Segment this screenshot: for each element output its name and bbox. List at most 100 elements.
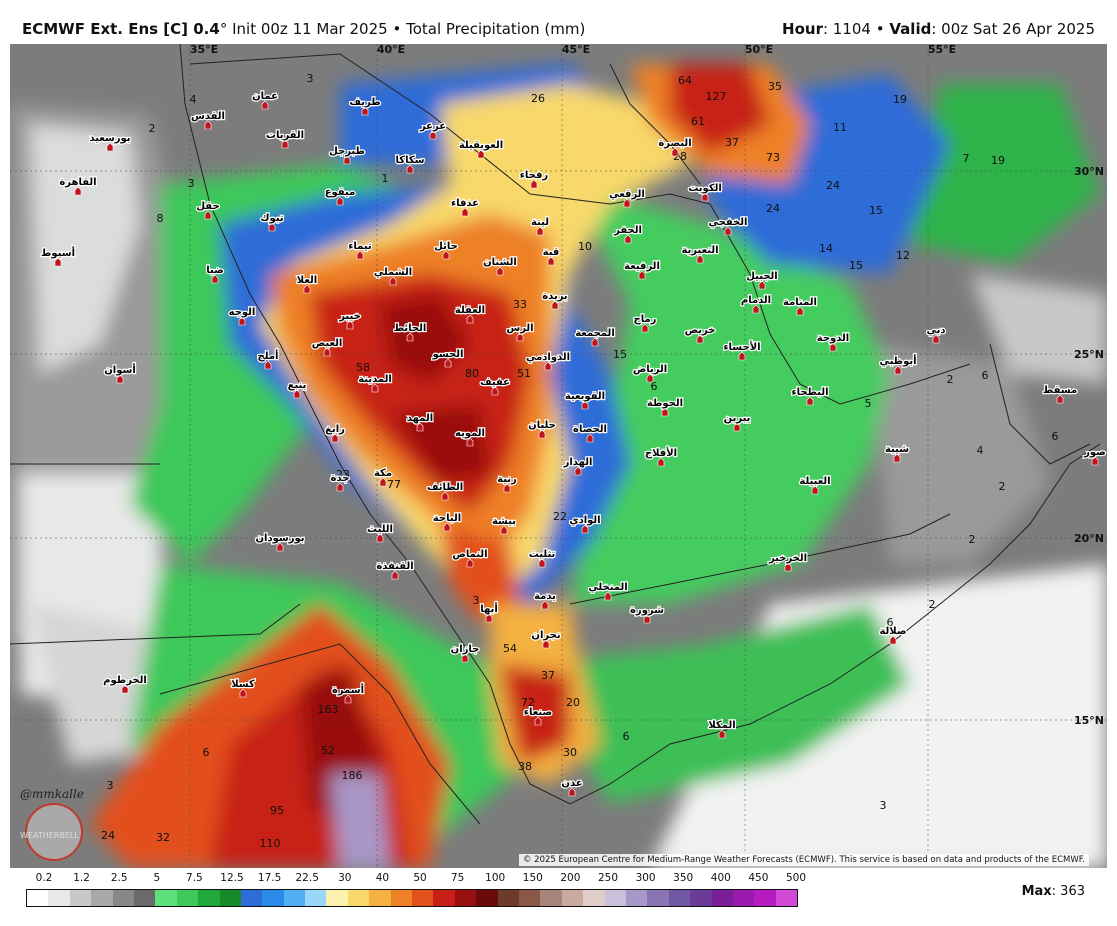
- legend-tick-label: 250: [597, 872, 619, 884]
- house-icon: [491, 386, 499, 396]
- precip-value: 2: [947, 373, 954, 386]
- latitude-label: 25°N: [1074, 348, 1104, 361]
- precip-field: [10, 64, 1107, 868]
- house-icon: [784, 562, 792, 572]
- city-name: بورسودان: [256, 533, 305, 544]
- city-marker: سكاكا: [394, 154, 426, 174]
- city-marker: أبوظبي: [878, 353, 918, 375]
- city-name: رابغ: [325, 424, 345, 435]
- legend-swatch: [412, 890, 434, 906]
- city-name: رنية: [497, 474, 517, 485]
- legend-tick-label: 100: [485, 872, 506, 884]
- city-name: الأحساء: [723, 340, 760, 353]
- house-icon: [466, 558, 474, 568]
- city-name: سكاكا: [396, 155, 425, 166]
- precip-value: 6: [1052, 430, 1059, 443]
- precipitation-map: 35°E 40°E 45°E 50°E 55°E 30°N 25°N 20°N 15°N 3 4…: [10, 44, 1107, 868]
- city-marker: رابغ: [324, 423, 346, 443]
- house-icon: [671, 147, 679, 157]
- city-marker: حليان: [527, 419, 557, 439]
- city-marker: المنخلي: [587, 581, 629, 601]
- city-marker: مكة: [373, 467, 393, 487]
- precip-value: 24: [826, 179, 840, 192]
- city-marker: يبرين: [722, 412, 752, 432]
- city-name: المكلا: [708, 720, 735, 731]
- legend-swatch: [91, 890, 113, 906]
- house-icon: [758, 280, 766, 290]
- city-name: جازان: [451, 644, 480, 655]
- house-icon: [661, 407, 669, 417]
- precip-value: 4: [190, 93, 197, 106]
- field-name: Total Precipitation (mm): [406, 20, 586, 38]
- city-name: صنعاء: [524, 707, 552, 718]
- house-icon: [500, 525, 508, 535]
- city-name: صور: [1083, 447, 1106, 458]
- precip-value: 1: [382, 172, 389, 185]
- longitude-label: 35°E: [190, 44, 218, 56]
- city-name: الرفيعة: [624, 261, 660, 272]
- longitude-label: 45°E: [562, 44, 590, 56]
- precip-value: 26: [531, 92, 545, 105]
- city-marker: شيبة: [884, 443, 910, 463]
- legend-swatch: [133, 890, 156, 906]
- city-name: لينة: [531, 217, 549, 228]
- city-marker: الطائف: [426, 481, 464, 501]
- city-marker: الحصاة: [572, 423, 608, 443]
- city-name: بيشة: [492, 516, 516, 527]
- degree-symbol: °: [219, 20, 228, 38]
- house-icon: [638, 270, 646, 280]
- legend-swatch: [754, 890, 776, 906]
- city-marker: الرس: [505, 322, 535, 342]
- city-marker: القنفذة: [375, 560, 415, 580]
- city-name: بريدة: [542, 291, 567, 302]
- legend-tick-label: 0.2: [35, 872, 53, 884]
- legend-swatch: [283, 890, 306, 906]
- precip-value: 77: [387, 478, 401, 491]
- city-marker: أسمرة: [331, 682, 365, 704]
- city-marker: قبة: [541, 246, 561, 266]
- legend-swatch: [390, 890, 413, 906]
- precip-value: 127: [706, 90, 727, 103]
- house-icon: [336, 482, 344, 492]
- legend-swatch: [668, 890, 691, 906]
- legend-swatch: [647, 890, 669, 906]
- valid-value: : 00z Sat 26 Apr 2025: [931, 20, 1095, 38]
- precip-value: 6: [623, 730, 630, 743]
- city-name: الوادي: [569, 515, 600, 526]
- city-marker: الحفر: [612, 224, 643, 244]
- city-name: شيبة: [885, 444, 909, 455]
- city-marker: الباحة: [432, 512, 462, 532]
- city-marker: النعيرية: [680, 244, 720, 264]
- city-marker: القاهرة: [58, 176, 98, 196]
- city-marker: تيماء: [347, 240, 373, 260]
- legend-swatch: [240, 890, 263, 906]
- house-icon: [696, 254, 704, 264]
- house-icon: [542, 639, 550, 649]
- city-marker: القويعية: [564, 390, 606, 410]
- house-icon: [211, 274, 219, 284]
- house-icon: [477, 149, 485, 159]
- city-marker: المجمعة: [574, 327, 616, 347]
- house-icon: [541, 600, 549, 610]
- city-name: عدن: [561, 778, 582, 789]
- city-name: أسوان: [104, 363, 136, 376]
- city-marker: رماح: [632, 313, 658, 333]
- city-name: العقلة: [455, 305, 485, 316]
- city-marker: القريات: [265, 129, 305, 149]
- city-marker: الوادي: [568, 514, 602, 534]
- city-name: قبة: [543, 247, 560, 258]
- precip-value: 2: [929, 598, 936, 611]
- house-icon: [604, 591, 612, 601]
- house-icon: [894, 365, 902, 375]
- house-icon: [724, 226, 732, 236]
- city-name: طبرجل: [329, 146, 365, 157]
- house-icon: [293, 389, 301, 399]
- precip-value: 19: [893, 93, 907, 106]
- city-marker: مسقط: [1042, 384, 1078, 404]
- house-icon: [536, 226, 544, 236]
- city-marker: صنعاء: [523, 706, 553, 726]
- legend-swatch: [604, 890, 626, 906]
- city-marker: العيص: [311, 337, 343, 357]
- house-icon: [281, 139, 289, 149]
- city-marker: الهدار: [561, 456, 594, 476]
